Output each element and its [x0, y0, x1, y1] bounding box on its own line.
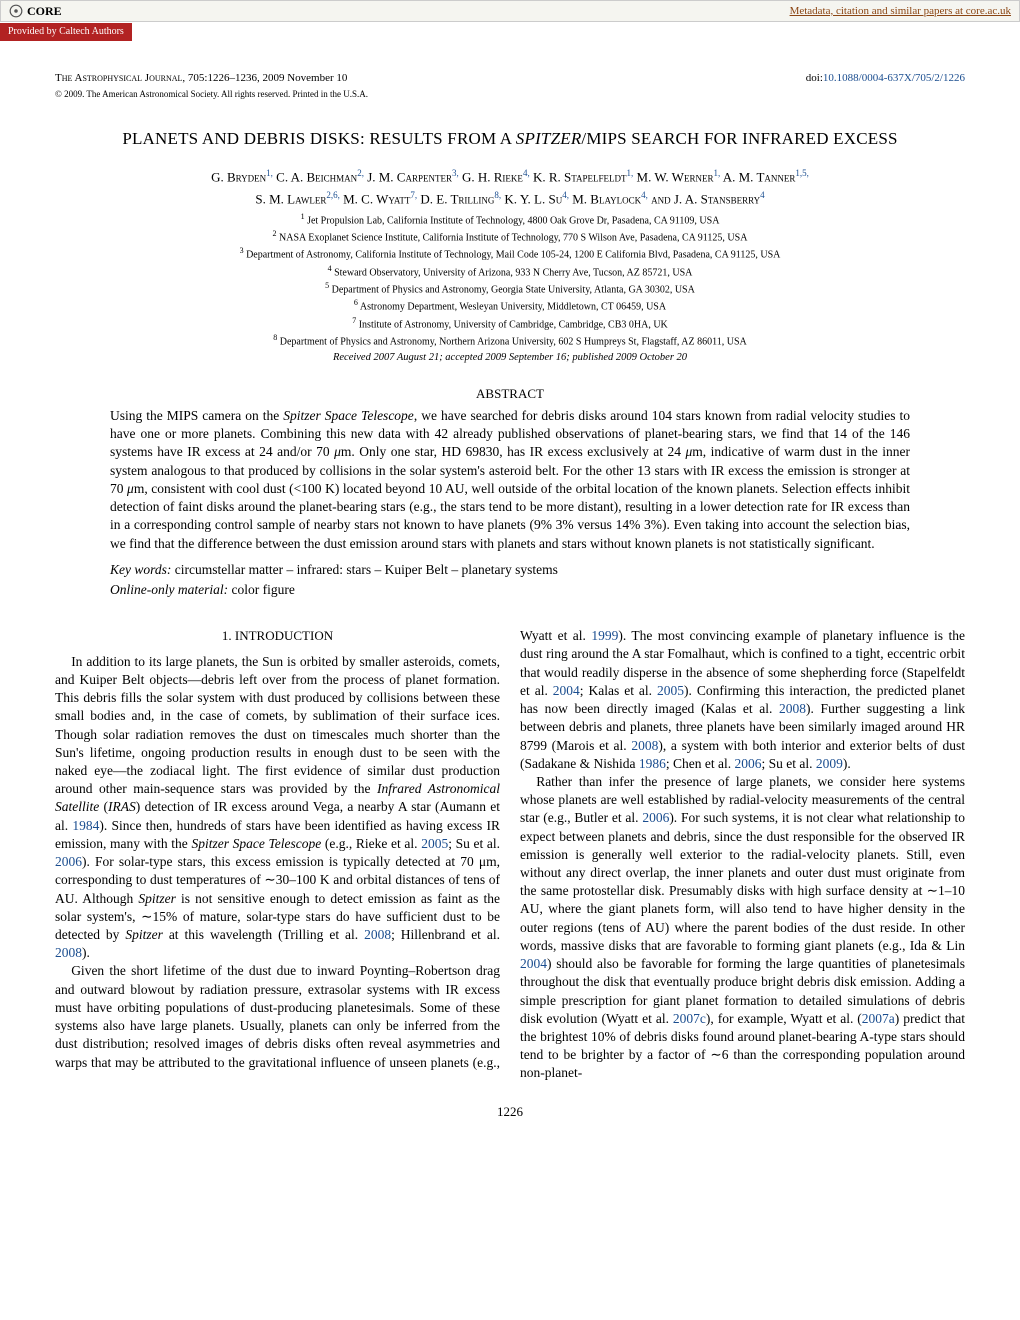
- paper-title: PLANETS AND DEBRIS DISKS: RESULTS FROM A…: [55, 128, 965, 151]
- page-content: The Astrophysical Journal, 705:1226–1236…: [0, 41, 1020, 1140]
- online-text: color figure: [228, 582, 295, 597]
- title-ital: SPITZER: [516, 129, 582, 148]
- core-icon: [9, 4, 23, 18]
- citation: , 705:1226–1236, 2009 November 10: [182, 72, 347, 84]
- title-pre: PLANETS AND DEBRIS DISKS: RESULTS FROM A: [122, 129, 515, 148]
- authors-line2: S. M. Lawler2,6, M. C. Wyatt7, D. E. Tri…: [55, 189, 965, 209]
- body-columns: 1. INTRODUCTION In addition to its large…: [55, 627, 965, 1082]
- title-post: /MIPS SEARCH FOR INFRARED EXCESS: [581, 129, 897, 148]
- core-provided: Provided by Caltech Authors: [0, 23, 132, 41]
- affiliations: 1 Jet Propulsion Lab, California Institu…: [55, 211, 965, 350]
- doi-link[interactable]: 10.1088/0004-637X/705/2/1226: [823, 72, 965, 84]
- core-metadata-link[interactable]: Metadata, citation and similar papers at…: [790, 4, 1011, 19]
- core-banner: CORE Metadata, citation and similar pape…: [0, 0, 1020, 22]
- page-number: 1226: [55, 1103, 965, 1121]
- doi-block: doi:10.1088/0004-637X/705/2/1226: [806, 71, 965, 86]
- header-line: The Astrophysical Journal, 705:1226–1236…: [55, 71, 965, 86]
- core-brand-text: CORE: [27, 3, 62, 19]
- received-dates: Received 2007 August 21; accepted 2009 S…: [55, 351, 965, 365]
- online-label: Online-only material:: [110, 582, 228, 597]
- keywords-label: Key words:: [110, 562, 171, 577]
- body-text: In addition to its large planets, the Su…: [55, 627, 965, 1082]
- intro-heading: 1. INTRODUCTION: [55, 627, 500, 645]
- core-brand: CORE: [9, 3, 62, 19]
- abstract-heading: ABSTRACT: [55, 385, 965, 403]
- journal-citation: The Astrophysical Journal, 705:1226–1236…: [55, 71, 347, 86]
- abstract-text: Using the MIPS camera on the Spitzer Spa…: [110, 407, 910, 553]
- copyright: © 2009. The American Astronomical Societ…: [55, 88, 965, 100]
- doi-label: doi:: [806, 72, 823, 84]
- keywords-text: circumstellar matter – infrared: stars –…: [171, 562, 558, 577]
- authors-line1: G. Bryden1, C. A. Beichman2, J. M. Carpe…: [55, 167, 965, 187]
- online-material: Online-only material: color figure: [110, 581, 910, 599]
- keywords: Key words: circumstellar matter – infrar…: [110, 561, 910, 579]
- journal-name: The Astrophysical Journal: [55, 72, 182, 84]
